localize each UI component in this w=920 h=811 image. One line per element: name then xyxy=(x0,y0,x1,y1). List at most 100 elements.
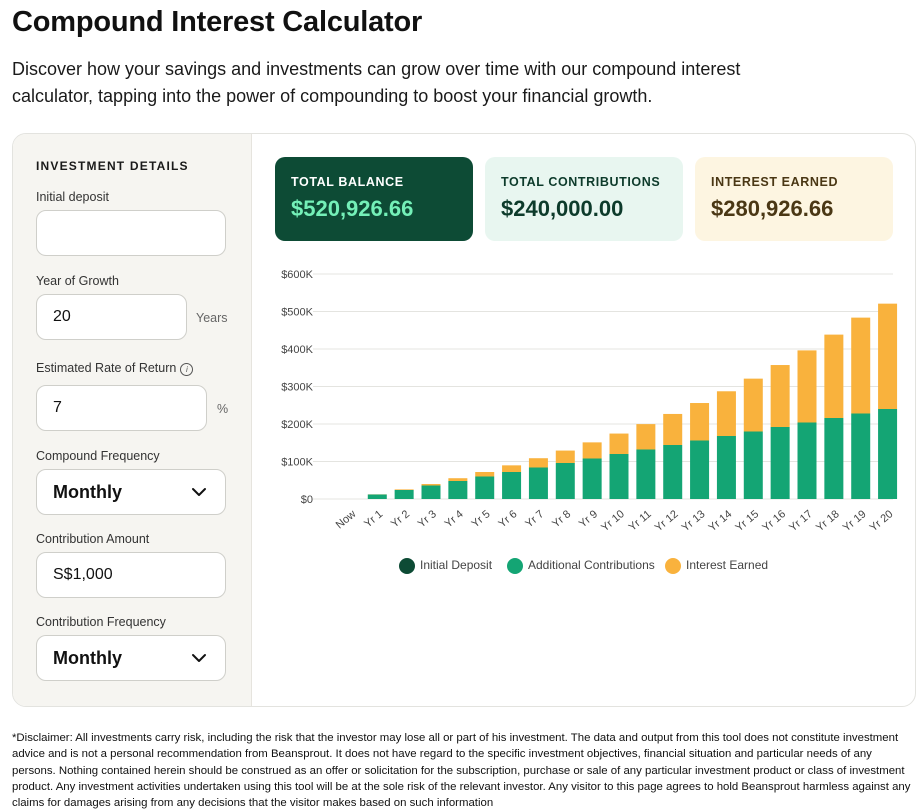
initial-deposit-label: Initial deposit xyxy=(36,190,109,204)
interest-bar xyxy=(555,450,575,463)
contribution-bar xyxy=(367,494,387,499)
y-tick-label: $0 xyxy=(301,494,313,506)
x-tick-label: Yr 12 xyxy=(653,508,681,534)
x-tick-label: Yr 1 xyxy=(362,508,385,530)
interest-earned-value: $280,926.66 xyxy=(711,196,834,221)
y-tick-label: $400K xyxy=(281,344,313,356)
contribution-bar xyxy=(555,463,575,499)
contribution-bar xyxy=(824,418,844,499)
years-label: Year of Growth xyxy=(36,274,119,288)
rate-input[interactable] xyxy=(36,385,207,431)
x-tick-label: Yr 13 xyxy=(680,508,708,534)
interest-bar xyxy=(824,334,844,418)
interest-bar xyxy=(448,478,468,481)
rate-label-text: Estimated Rate of Return xyxy=(36,361,177,375)
total-contributions-card: TOTAL CONTRIBUTIONS $240,000.00 xyxy=(485,157,683,241)
x-tick-label: Yr 8 xyxy=(550,508,573,530)
contribution-bar xyxy=(636,449,656,499)
x-tick-label: Yr 20 xyxy=(868,508,896,534)
contribution-bar xyxy=(797,422,817,499)
interest-bar xyxy=(770,365,790,427)
calculator-card: INVESTMENT DETAILS Initial deposit Year … xyxy=(12,133,916,707)
page-intro: Discover how your savings and investment… xyxy=(12,59,741,106)
interest-bar xyxy=(716,391,736,436)
x-tick-label: Yr 10 xyxy=(599,508,627,534)
contribution-frequency-select[interactable]: Monthly xyxy=(36,635,226,681)
contribution-bar xyxy=(475,476,495,499)
interest-bar xyxy=(797,350,817,423)
rate-unit: % xyxy=(217,402,229,416)
contribution-bar xyxy=(609,454,629,499)
investment-details-panel: INVESTMENT DETAILS Initial deposit Year … xyxy=(13,134,252,706)
interest-bar xyxy=(878,303,898,409)
y-tick-label: $600K xyxy=(281,269,313,281)
x-tick-label: Yr 19 xyxy=(841,508,869,534)
interest-bar xyxy=(743,378,763,432)
contribution-bar xyxy=(394,490,414,499)
x-tick-label: Yr 11 xyxy=(627,508,654,534)
contribution-bar xyxy=(663,445,683,499)
x-tick-label: Yr 17 xyxy=(787,508,815,534)
x-tick-label: Yr 5 xyxy=(469,508,492,530)
x-tick-label: Yr 15 xyxy=(733,508,761,534)
interest-bar xyxy=(502,465,522,472)
interest-bar xyxy=(636,424,656,450)
legend-label: Additional Contributions xyxy=(528,558,655,572)
contribution-bar xyxy=(582,458,602,499)
contribution-bar xyxy=(448,481,468,499)
interest-bar xyxy=(663,413,683,445)
x-tick-label: Yr 2 xyxy=(389,508,412,530)
x-tick-label: Yr 9 xyxy=(577,508,600,530)
contribution-bar xyxy=(528,467,548,499)
contribution-bar xyxy=(770,427,790,499)
interest-bar xyxy=(609,433,629,454)
x-tick-label: Yr 7 xyxy=(523,508,546,530)
y-tick-label: $100K xyxy=(281,456,313,468)
legend-label: Interest Earned xyxy=(686,558,768,572)
y-tick-label: $500K xyxy=(281,306,313,318)
chevron-down-icon xyxy=(192,488,206,496)
contribution-bar xyxy=(851,413,871,499)
interest-bar xyxy=(421,484,441,486)
contribution-bar xyxy=(878,409,898,499)
interest-bar xyxy=(582,442,602,459)
interest-bar xyxy=(528,458,548,468)
info-icon[interactable]: i xyxy=(180,363,194,376)
x-tick-label: Yr 3 xyxy=(416,508,439,530)
x-tick-label: Yr 4 xyxy=(443,508,466,530)
x-tick-label: Yr 18 xyxy=(814,508,842,534)
total-balance-card: TOTAL BALANCE $520,926.66 xyxy=(275,157,473,241)
x-tick-label: Yr 6 xyxy=(496,508,519,530)
compound-frequency-select[interactable]: Monthly xyxy=(36,469,226,515)
years-unit: Years xyxy=(196,311,228,325)
contribution-bar xyxy=(743,431,763,499)
section-heading: INVESTMENT DETAILS xyxy=(36,159,189,173)
contribution-bar xyxy=(690,440,710,499)
contribution-frequency-label: Contribution Frequency xyxy=(36,615,166,629)
contribution-amount-input[interactable] xyxy=(36,552,226,598)
interest-bar xyxy=(475,472,495,477)
interest-earned-label: INTEREST EARNED xyxy=(711,175,839,189)
contribution-amount-label: Contribution Amount xyxy=(36,532,150,546)
contribution-bar xyxy=(502,472,522,499)
legend-label: Initial Deposit xyxy=(420,558,493,572)
compound-frequency-value: Monthly xyxy=(53,481,122,502)
interest-bar xyxy=(394,489,414,490)
total-contributions-value: $240,000.00 xyxy=(501,196,624,221)
initial-deposit-input[interactable] xyxy=(36,210,226,256)
total-balance-label: TOTAL BALANCE xyxy=(291,175,404,189)
rate-label: Estimated Rate of Return i xyxy=(36,361,194,376)
compound-frequency-label: Compound Frequency xyxy=(36,449,160,463)
total-balance-value: $520,926.66 xyxy=(291,196,414,221)
legend-swatch xyxy=(665,558,681,574)
years-input[interactable] xyxy=(36,294,187,340)
x-tick-label: Now xyxy=(334,508,359,531)
contribution-frequency-value: Monthly xyxy=(53,647,122,668)
legend-swatch xyxy=(399,558,415,574)
interest-bar xyxy=(851,317,871,414)
page-title: Compound Interest Calculator xyxy=(12,6,423,38)
contribution-bar xyxy=(716,436,736,499)
total-contributions-label: TOTAL CONTRIBUTIONS xyxy=(501,175,661,189)
chevron-down-icon xyxy=(192,654,206,662)
